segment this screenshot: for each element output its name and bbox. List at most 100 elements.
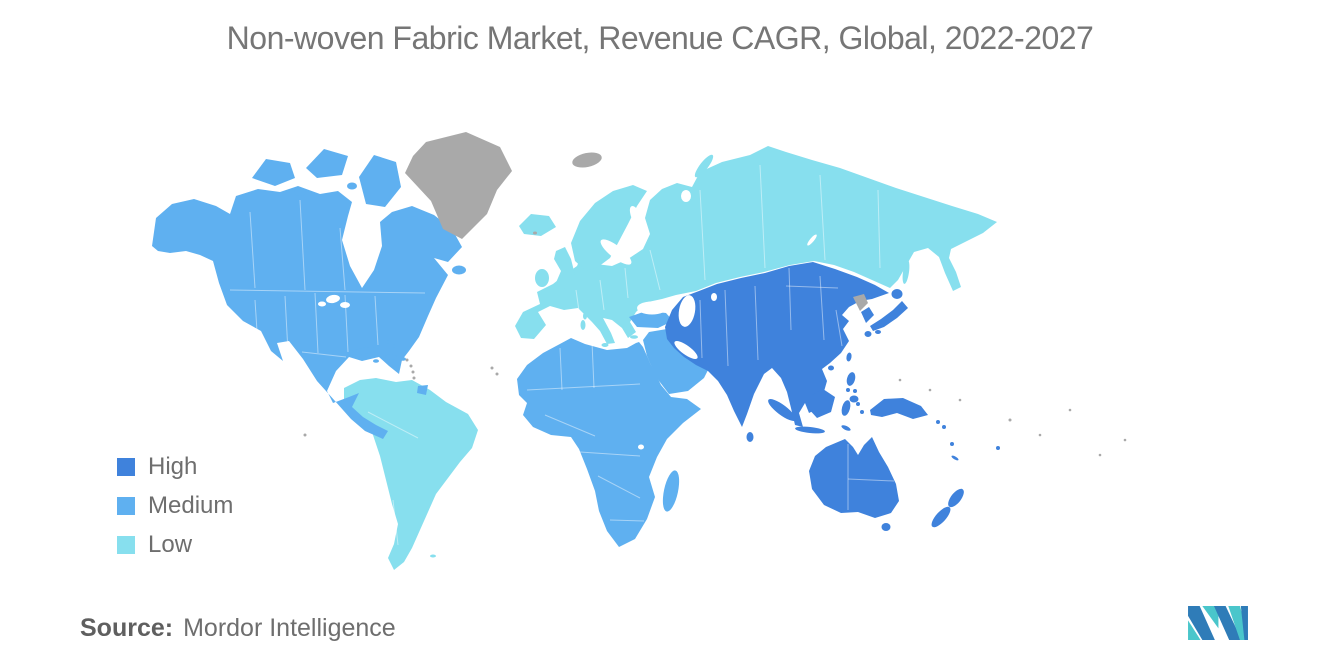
region-moluccas-2 xyxy=(860,410,864,414)
legend-label-high: High xyxy=(148,453,198,480)
region-sakhalin xyxy=(902,260,910,284)
lake-victoria xyxy=(638,444,644,450)
region-sulawesi xyxy=(841,400,851,416)
logo-blue-band-1 xyxy=(1188,606,1215,640)
region-solomons-1 xyxy=(936,420,940,424)
region-hispaniola xyxy=(385,354,397,360)
legend-label-medium: Medium xyxy=(148,492,234,519)
legend-swatch-low-icon xyxy=(117,536,135,554)
region-crete xyxy=(630,335,638,339)
region-pacific-island-3 xyxy=(958,398,962,402)
region-greenland xyxy=(405,132,512,239)
region-jamaica xyxy=(373,359,379,363)
region-sumatra xyxy=(768,399,796,421)
legend-swatch-high-icon xyxy=(117,458,135,476)
region-moluccas-1 xyxy=(856,402,860,406)
region-galapagos xyxy=(303,433,307,437)
chart-title: Non-woven Fabric Market, Revenue CAGR, G… xyxy=(226,20,1094,56)
region-turkey xyxy=(629,311,673,328)
region-philippines-visayas-1 xyxy=(846,388,850,392)
region-north-america xyxy=(152,186,462,439)
logo-blue-band-2 xyxy=(1213,606,1242,640)
region-falkland-islands xyxy=(430,554,436,558)
region-pacific-island-8 xyxy=(1123,438,1127,442)
region-arctic-island-3 xyxy=(294,188,306,196)
region-java xyxy=(795,426,825,434)
region-asia-high xyxy=(665,262,889,427)
region-scandinavia xyxy=(571,185,647,271)
baltic-sea xyxy=(600,239,632,265)
persian-gulf xyxy=(674,341,698,359)
legend-item-high: High xyxy=(117,453,233,480)
legend-swatch-low xyxy=(117,536,135,554)
region-south-korea xyxy=(861,307,874,323)
region-iceland xyxy=(519,214,556,236)
black-sea xyxy=(637,301,667,315)
mordor-intelligence-logo xyxy=(1188,606,1248,640)
great-lake-3 xyxy=(318,301,326,307)
regions-no-data xyxy=(303,132,1127,457)
legend-swatch-medium-icon xyxy=(117,497,135,515)
white-sea xyxy=(681,190,691,202)
regions-high xyxy=(665,262,1000,531)
region-cuba xyxy=(348,347,378,355)
region-pacific-island-5 xyxy=(1038,433,1042,437)
region-pacific-island-2 xyxy=(928,388,932,392)
source-line: Source: Mordor Intelligence xyxy=(80,614,396,643)
region-madagascar xyxy=(662,470,680,512)
region-japan-shikoku xyxy=(875,330,881,334)
region-japan-hokkaido xyxy=(891,289,903,299)
region-cape-verde-1 xyxy=(490,366,494,370)
legend-item-low: Low xyxy=(117,531,233,558)
region-philippines-mindanao xyxy=(849,395,859,403)
region-faroe xyxy=(533,231,537,235)
region-new-zealand-south xyxy=(931,506,951,528)
internal-borders xyxy=(229,164,895,546)
region-japan-honshu xyxy=(870,301,908,331)
region-philippines-luzon xyxy=(846,372,856,386)
region-sicily xyxy=(601,343,609,347)
region-europe-russia xyxy=(515,146,997,344)
region-vanuatu xyxy=(950,442,954,446)
region-pacific-island-7 xyxy=(1098,453,1102,457)
region-arctic-island-2 xyxy=(306,149,348,178)
region-hainan xyxy=(828,365,834,371)
legend: High Medium Low xyxy=(117,453,234,575)
region-north-korea xyxy=(853,294,868,311)
region-pacific-island-1 xyxy=(898,378,902,382)
legend-item-medium: Medium xyxy=(117,492,234,519)
source-label: Source: xyxy=(80,614,174,642)
legend-label-low: Low xyxy=(148,531,193,558)
region-tasmania xyxy=(881,523,891,531)
region-pacific-island-6 xyxy=(1068,408,1072,412)
region-sardinia xyxy=(580,320,586,330)
region-united-kingdom xyxy=(554,247,575,290)
region-south-america xyxy=(344,378,478,570)
region-lesser-antilles-3 xyxy=(411,370,415,374)
region-ireland xyxy=(535,269,549,287)
region-svalbard xyxy=(572,152,602,168)
region-sri-lanka xyxy=(746,432,754,442)
region-fiji xyxy=(996,446,1000,450)
region-africa xyxy=(517,338,701,547)
region-puerto-rico xyxy=(400,357,406,361)
region-arabia-middle-east xyxy=(643,329,712,394)
region-australia xyxy=(809,437,899,518)
region-solomons-2 xyxy=(942,425,946,429)
lake-baikal xyxy=(807,234,817,246)
aral-sea xyxy=(711,293,717,301)
region-borneo xyxy=(807,389,835,418)
region-french-guiana xyxy=(417,385,428,395)
great-lake-2 xyxy=(340,302,350,308)
region-baffin-island xyxy=(359,155,401,207)
region-bahamas-2 xyxy=(392,344,396,348)
region-pacific-island-4 xyxy=(1008,418,1012,422)
region-japan-kyushu xyxy=(864,331,872,337)
legend-swatch-high xyxy=(117,458,135,476)
region-lesser-antilles-2 xyxy=(409,364,413,368)
region-philippines-visayas-2 xyxy=(853,389,857,393)
region-bahamas-1 xyxy=(386,340,390,344)
region-new-zealand-north xyxy=(948,488,964,508)
water-bodies xyxy=(318,190,817,450)
